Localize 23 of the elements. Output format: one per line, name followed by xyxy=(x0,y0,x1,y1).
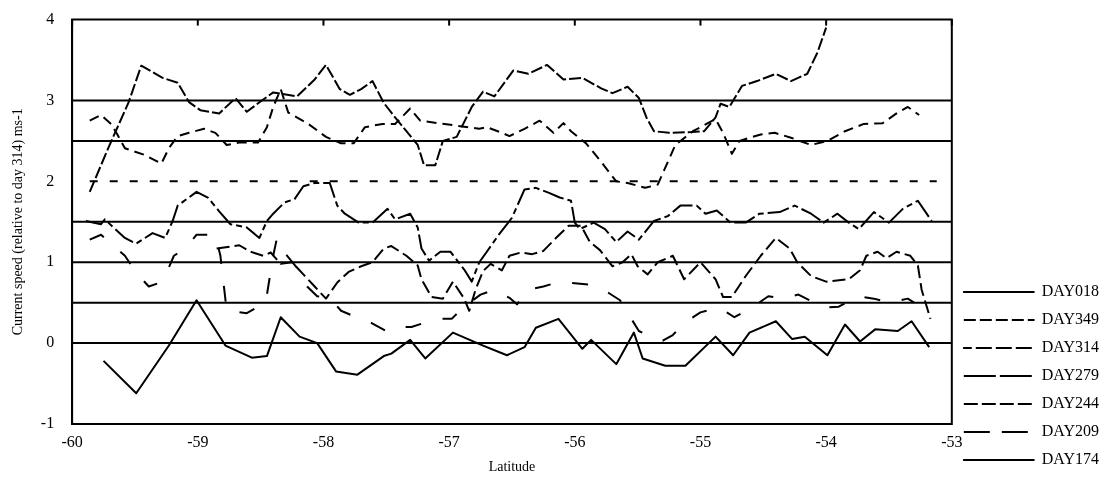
x-tick-label: -59 xyxy=(187,432,209,450)
x-tick-label: -56 xyxy=(564,432,586,450)
y-tick-label: 0 xyxy=(46,333,55,351)
x-axis-title: Latitude xyxy=(488,459,536,475)
x-tick-label: -54 xyxy=(815,432,837,450)
legend-label: DAY314 xyxy=(1041,338,1100,356)
legend-label: DAY018 xyxy=(1041,282,1100,300)
y-tick-label: 1 xyxy=(46,252,55,270)
x-tick-label: -57 xyxy=(438,432,460,450)
x-tick-label: -58 xyxy=(312,432,335,450)
y-axis-title: Current speed (relative to day 314) ms-1 xyxy=(10,108,27,336)
x-tick-label: -55 xyxy=(689,432,712,450)
y-tick-label: 2 xyxy=(46,171,55,189)
y-tick-label: -1 xyxy=(40,414,55,432)
legend-label: DAY209 xyxy=(1041,422,1100,440)
legend-label: DAY244 xyxy=(1041,394,1100,412)
legend-label: DAY174 xyxy=(1041,450,1100,468)
y-tick-label: 3 xyxy=(46,90,55,108)
legend-label: DAY279 xyxy=(1041,366,1100,384)
y-tick-label: 4 xyxy=(46,9,55,27)
x-tick-label: -60 xyxy=(61,432,83,450)
legend-label: DAY349 xyxy=(1041,310,1100,328)
x-tick-label: -53 xyxy=(941,432,963,450)
